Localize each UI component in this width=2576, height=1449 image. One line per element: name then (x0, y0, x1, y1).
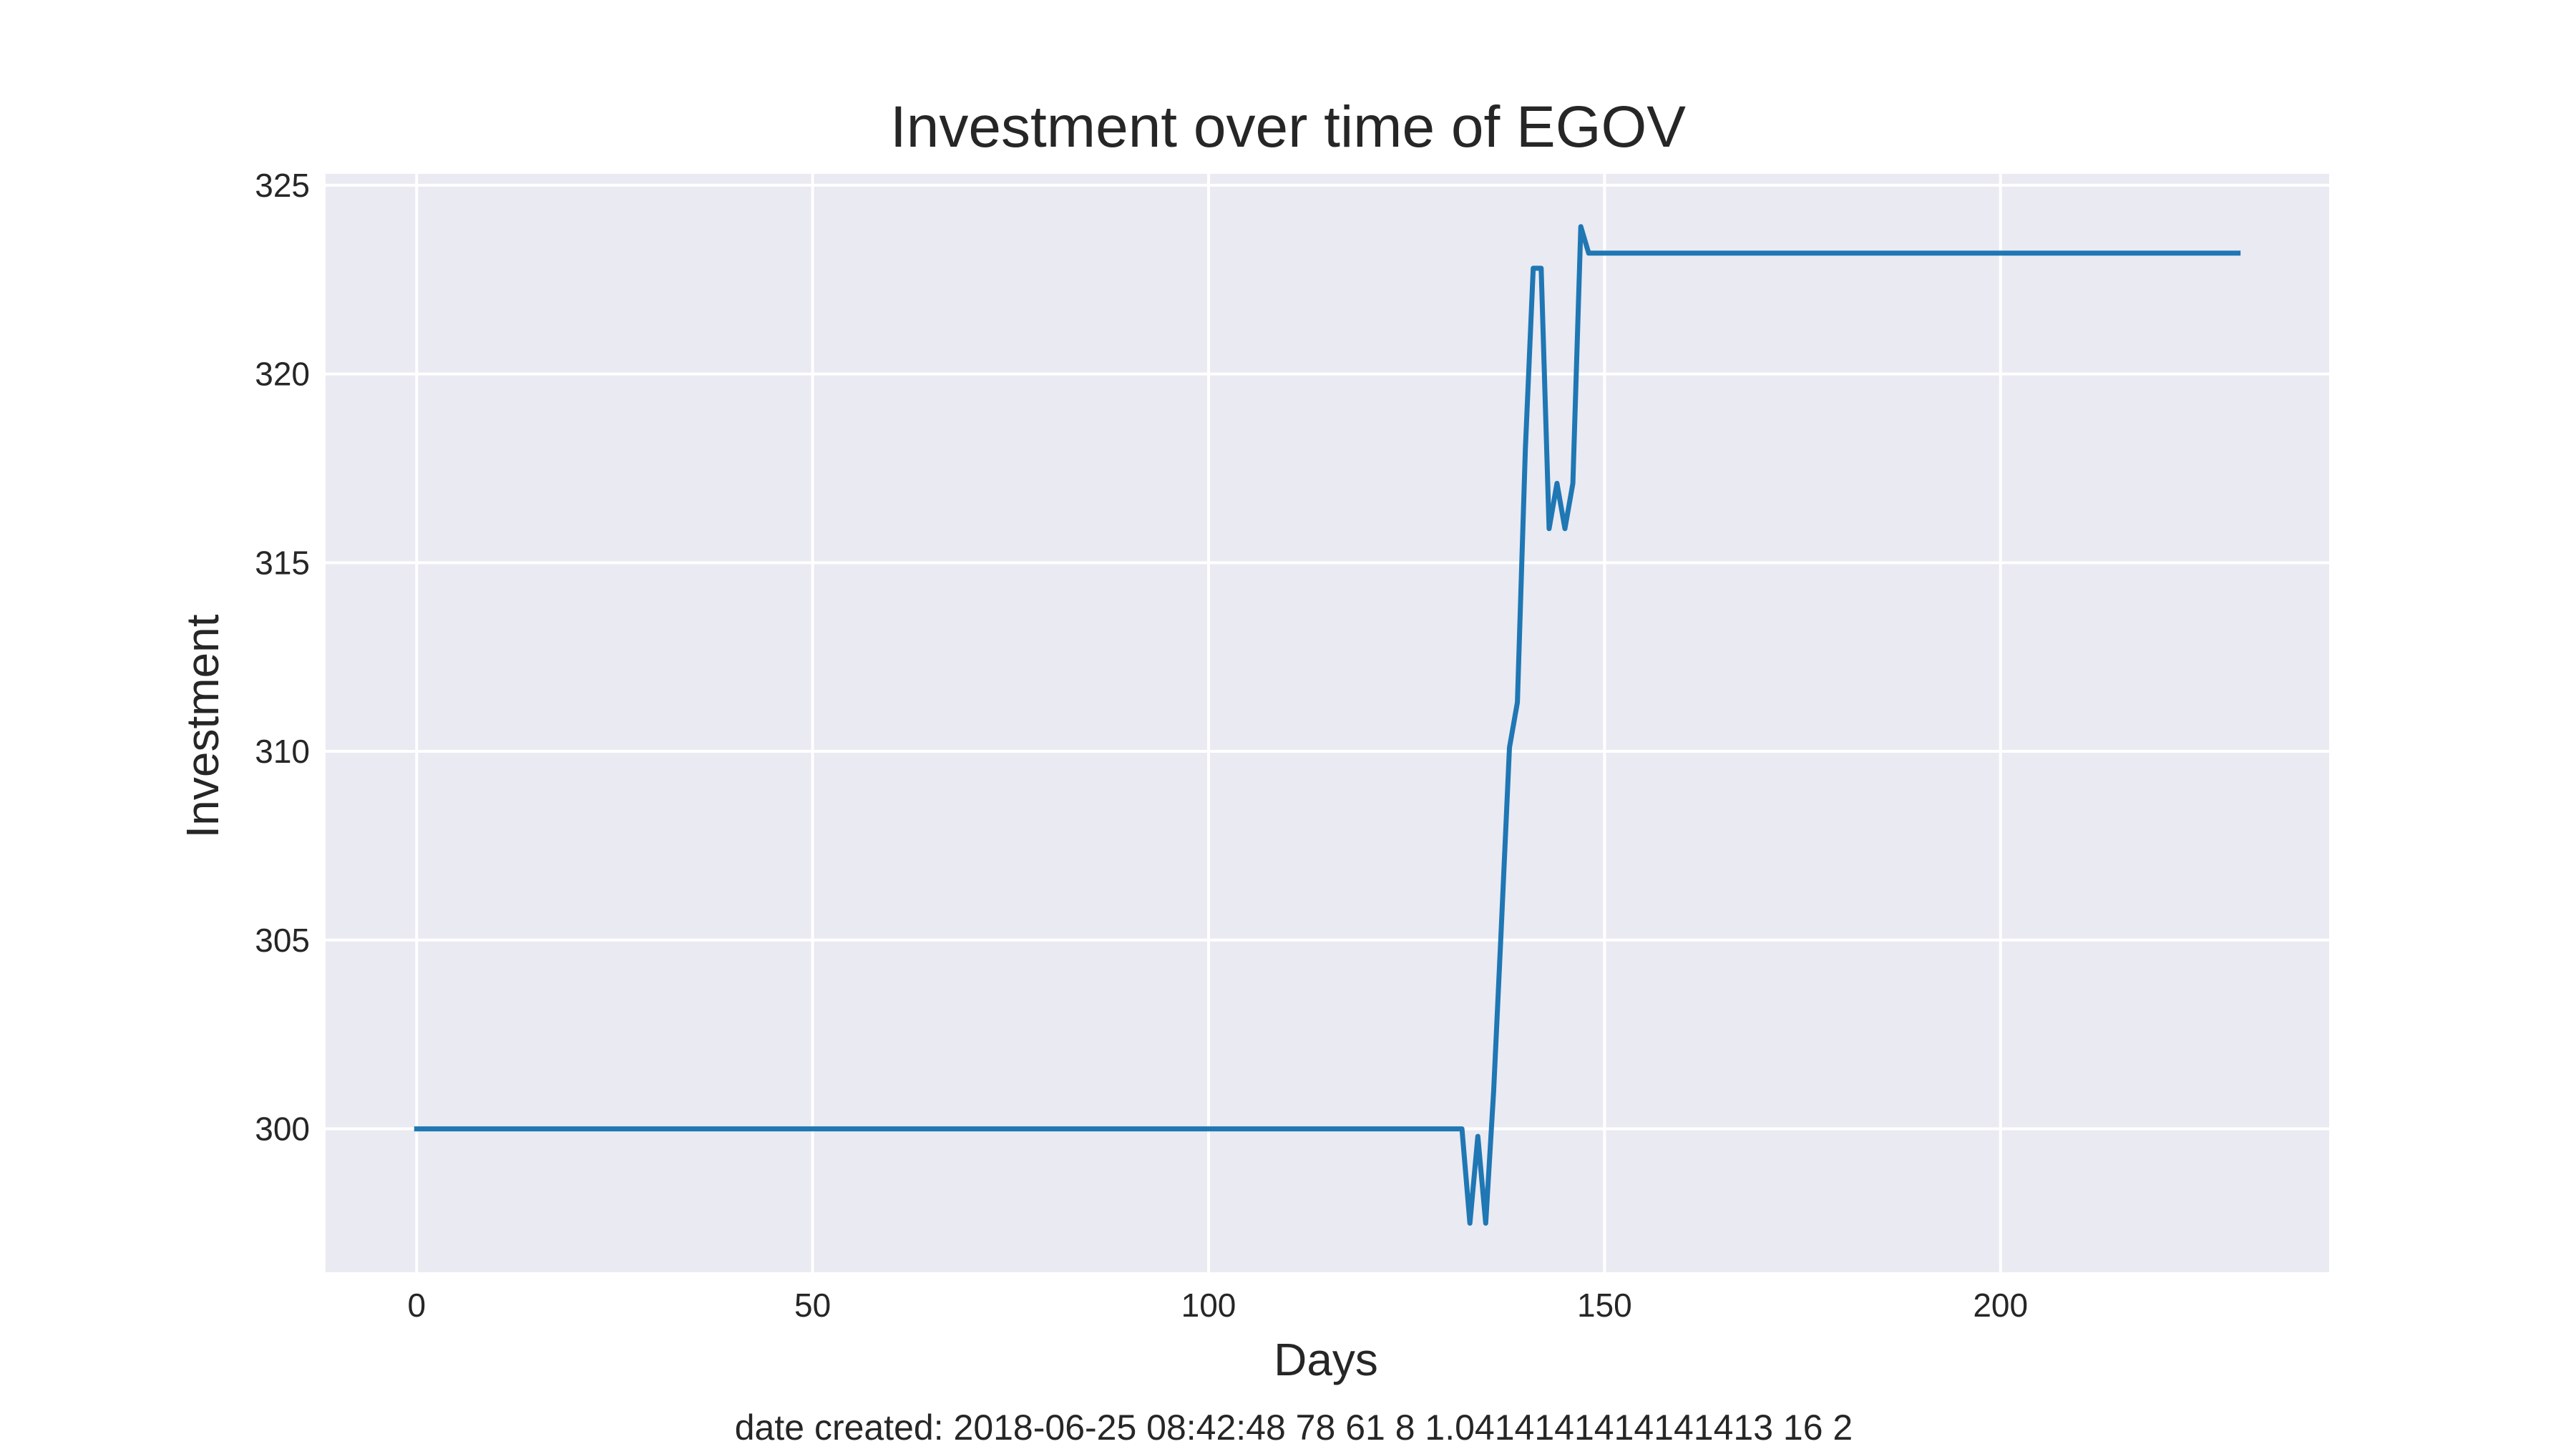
y-tick-label: 300 (255, 1111, 310, 1148)
x-tick-label: 50 (794, 1287, 831, 1324)
date-created-note: date created: 2018-06-25 08:42:48 78 61 … (735, 1407, 1853, 1448)
grid (326, 174, 2329, 1272)
x-tick-label: 150 (1577, 1287, 1632, 1324)
x-tick-label: 100 (1181, 1287, 1236, 1324)
series-line (414, 224, 2241, 1226)
x-axis-label: Days (1274, 1334, 1378, 1385)
y-tick-label: 315 (255, 544, 310, 581)
plot-area (326, 174, 2329, 1272)
y-tick-label: 305 (255, 922, 310, 959)
y-tick-label: 325 (255, 167, 310, 204)
series-layer (414, 224, 2241, 1226)
y-tick-label: 320 (255, 356, 310, 393)
x-tick-label: 0 (407, 1287, 426, 1324)
tick-labels: 0 50 100 150 200 300 305 310 315 320 325 (255, 167, 2028, 1324)
chart-title: Investment over time of EGOV (890, 94, 1686, 160)
y-axis-label: Investment (177, 614, 228, 838)
x-tick-label: 200 (1973, 1287, 2028, 1324)
y-tick-label: 310 (255, 733, 310, 770)
